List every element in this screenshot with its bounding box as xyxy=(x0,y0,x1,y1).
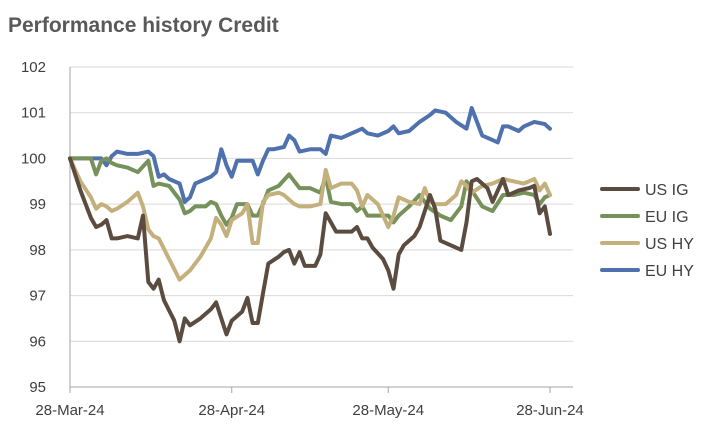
y-tick-label: 102 xyxy=(21,59,46,76)
y-tick-label: 100 xyxy=(21,150,46,167)
legend: US IG EU IG US HY EU HY xyxy=(600,182,694,280)
legend-label: EU HY xyxy=(645,263,694,280)
series-line-eu-ig xyxy=(68,156,552,227)
axes: 95 96 97 98 99 100 101 102 28-Mar-24 28-Apr-24 28-… xyxy=(21,59,584,419)
x-tick-label: 28-Mar-24 xyxy=(35,402,104,419)
y-tick-label: 97 xyxy=(29,288,46,305)
series-line-us-ig xyxy=(68,156,552,344)
x-tick-label: 28-May-24 xyxy=(352,402,424,419)
x-tick-label: 28-Apr-24 xyxy=(198,402,265,419)
y-tick-label: 101 xyxy=(21,105,46,122)
legend-label: US HY xyxy=(645,236,694,253)
x-tick-label: 28-Jun-24 xyxy=(516,402,584,419)
y-tick-label: 95 xyxy=(29,379,46,396)
legend-item-us-hy: US HY xyxy=(600,236,694,253)
series-lines xyxy=(68,106,552,344)
series-line-eu-hy xyxy=(68,106,552,204)
series-line-us-hy xyxy=(68,156,552,282)
chart-title: Performance history Credit xyxy=(8,14,279,37)
legend-item-us-ig: US IG xyxy=(600,182,689,199)
legend-item-eu-hy: EU HY xyxy=(600,263,694,280)
legend-label: EU IG xyxy=(645,209,689,226)
legend-item-eu-ig: EU IG xyxy=(600,209,689,226)
legend-label: US IG xyxy=(645,182,689,199)
y-tick-label: 96 xyxy=(29,333,46,350)
y-tick-label: 98 xyxy=(29,242,46,259)
y-tick-label: 99 xyxy=(29,196,46,213)
